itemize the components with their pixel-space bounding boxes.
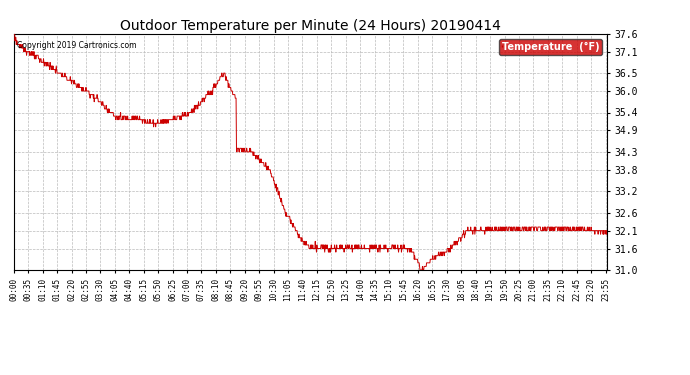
Title: Outdoor Temperature per Minute (24 Hours) 20190414: Outdoor Temperature per Minute (24 Hours… [120,19,501,33]
Text: Copyright 2019 Cartronics.com: Copyright 2019 Cartronics.com [17,41,136,50]
Legend: Temperature  (°F): Temperature (°F) [499,39,602,54]
